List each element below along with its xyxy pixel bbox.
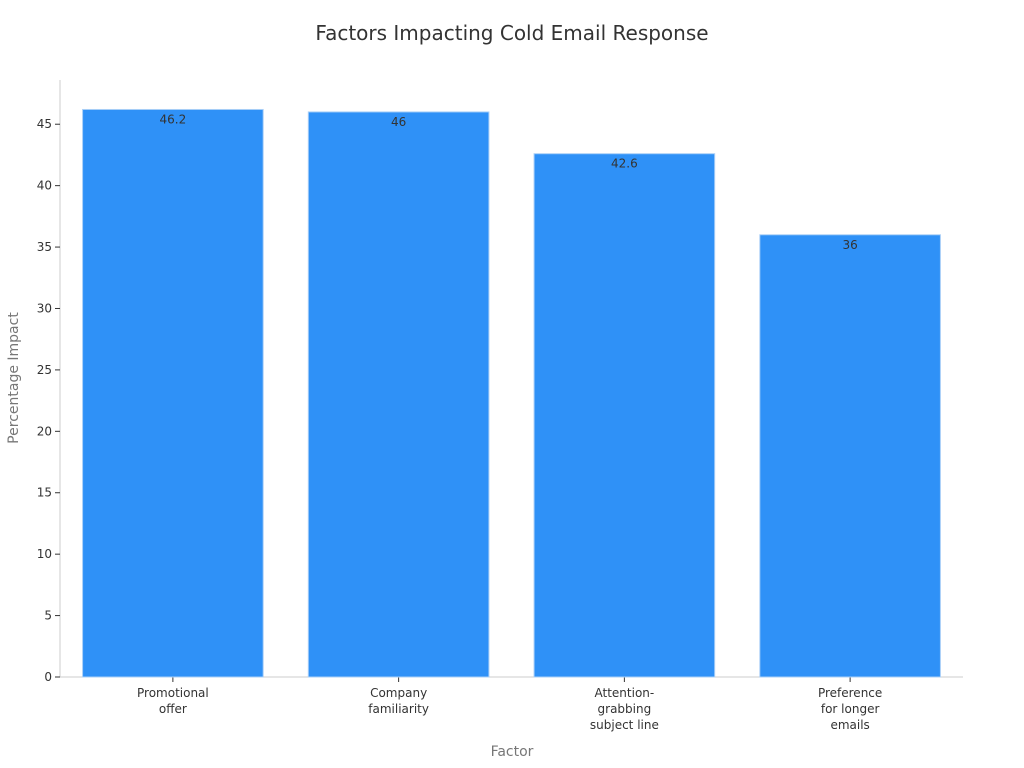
x-tick-label: Promotional offer	[137, 686, 209, 716]
y-tick-label: 15	[37, 486, 52, 500]
x-axis-label: Factor	[491, 744, 534, 760]
y-tick-label: 0	[44, 670, 52, 684]
bar	[307, 111, 490, 678]
y-tick-label: 20	[37, 424, 52, 438]
x-tick-label: Attention-grabbing subject line	[590, 686, 659, 732]
y-tick-label: 35	[37, 240, 52, 254]
value-label: 46.2	[160, 112, 187, 126]
x-tick-label: Preference for longer emails	[818, 686, 882, 732]
value-label: 46	[391, 115, 406, 129]
bar	[82, 108, 264, 678]
y-tick-label: 40	[37, 179, 52, 193]
y-tick-label: 10	[37, 547, 52, 561]
value-label: 36	[842, 238, 857, 252]
x-tick-label: Company familiarity	[368, 686, 429, 716]
chart-title: Factors Impacting Cold Email Response	[315, 21, 708, 45]
bar	[533, 153, 716, 678]
y-tick-label: 45	[37, 117, 52, 131]
bar	[759, 234, 941, 678]
value-label: 42.6	[611, 157, 638, 171]
y-tick-label: 5	[44, 609, 52, 623]
y-tick-label: 25	[37, 363, 52, 377]
y-axis-label: Percentage Impact	[6, 312, 22, 444]
y-tick-label: 30	[37, 301, 52, 315]
